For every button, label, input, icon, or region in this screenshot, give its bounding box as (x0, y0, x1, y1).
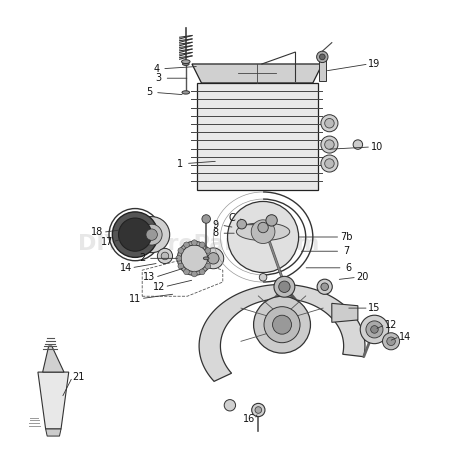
Circle shape (273, 315, 292, 334)
Circle shape (266, 215, 277, 226)
Circle shape (254, 296, 310, 353)
Circle shape (279, 281, 290, 292)
Text: 7: 7 (343, 246, 349, 256)
Polygon shape (38, 372, 69, 429)
Ellipse shape (237, 223, 290, 241)
Circle shape (321, 115, 338, 132)
Ellipse shape (182, 63, 189, 65)
Text: 10: 10 (371, 142, 383, 152)
Circle shape (205, 264, 211, 269)
Text: 13: 13 (143, 272, 155, 283)
Circle shape (360, 315, 389, 344)
Text: 14: 14 (119, 263, 132, 273)
Bar (319, 57, 326, 81)
Text: 9: 9 (213, 220, 219, 230)
Circle shape (208, 253, 219, 264)
Circle shape (207, 255, 213, 261)
Polygon shape (192, 64, 322, 83)
Circle shape (319, 54, 325, 60)
Polygon shape (46, 429, 61, 436)
Circle shape (183, 242, 189, 247)
Text: 11: 11 (129, 293, 141, 304)
Circle shape (191, 240, 197, 246)
Text: 18: 18 (91, 227, 103, 237)
Circle shape (255, 407, 262, 413)
Text: 15: 15 (368, 303, 381, 313)
Circle shape (237, 219, 246, 229)
Circle shape (258, 222, 268, 233)
Polygon shape (43, 346, 64, 372)
Circle shape (157, 248, 173, 264)
Text: 3: 3 (156, 73, 162, 83)
Circle shape (387, 337, 395, 346)
Circle shape (251, 220, 275, 244)
Text: 5: 5 (146, 87, 153, 98)
Circle shape (321, 136, 338, 153)
Circle shape (134, 217, 170, 253)
Circle shape (252, 403, 265, 417)
Text: C: C (229, 213, 236, 223)
Text: 2: 2 (139, 253, 146, 264)
Polygon shape (332, 303, 358, 322)
Circle shape (264, 307, 300, 343)
Circle shape (325, 159, 334, 168)
Circle shape (146, 229, 157, 240)
Text: 19: 19 (368, 59, 381, 69)
Text: 12: 12 (385, 319, 397, 330)
Text: 8: 8 (213, 228, 219, 238)
Circle shape (199, 242, 205, 247)
Text: DIYSpareParts.com: DIYSpareParts.com (78, 234, 320, 254)
Circle shape (353, 140, 363, 149)
Circle shape (181, 245, 208, 272)
Circle shape (203, 248, 224, 269)
Text: 12: 12 (153, 282, 165, 292)
Circle shape (317, 279, 332, 294)
Text: 1: 1 (177, 158, 183, 169)
Circle shape (228, 201, 299, 273)
Polygon shape (199, 284, 365, 382)
Circle shape (366, 321, 383, 338)
Circle shape (178, 247, 183, 253)
Text: 14: 14 (399, 331, 411, 342)
Ellipse shape (182, 91, 190, 94)
Circle shape (183, 269, 189, 275)
Circle shape (178, 264, 183, 269)
Ellipse shape (203, 257, 209, 260)
Circle shape (224, 400, 236, 411)
Circle shape (191, 271, 197, 277)
Circle shape (176, 255, 182, 261)
Circle shape (321, 155, 338, 172)
Text: 20: 20 (356, 272, 369, 283)
Circle shape (321, 283, 328, 291)
Circle shape (112, 212, 158, 257)
Text: 7b: 7b (340, 232, 352, 242)
Circle shape (205, 247, 211, 253)
Circle shape (259, 273, 267, 281)
Circle shape (199, 269, 205, 275)
Circle shape (141, 224, 162, 245)
Circle shape (202, 215, 210, 223)
Text: 4: 4 (154, 64, 159, 74)
Text: 17: 17 (100, 237, 113, 247)
Circle shape (274, 276, 295, 297)
Circle shape (118, 218, 152, 251)
Bar (197, 83, 318, 190)
Circle shape (325, 118, 334, 128)
Circle shape (161, 252, 169, 260)
Circle shape (325, 140, 334, 149)
Circle shape (177, 241, 211, 275)
Circle shape (317, 51, 328, 63)
Text: 6: 6 (346, 263, 351, 273)
Text: 21: 21 (72, 372, 84, 382)
Ellipse shape (182, 60, 190, 64)
Circle shape (371, 326, 378, 333)
Text: 16: 16 (243, 414, 255, 425)
Circle shape (383, 333, 400, 350)
